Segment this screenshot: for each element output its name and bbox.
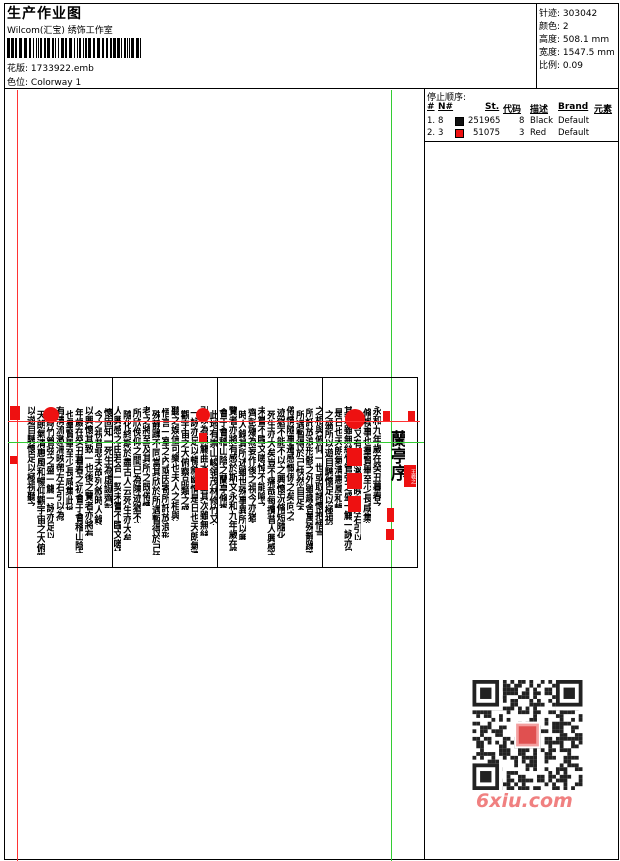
stop-sequence-title: 停止顺序: <box>427 93 467 103</box>
embroidery-design: 永和九年歲在癸丑暮春之初會于會稽山陰之蘭亭脩禊事也羣賢畢至少長咸集此地有崇山峻領… <box>8 377 418 568</box>
guide-line-green-vertical <box>391 90 392 861</box>
panel-divider <box>112 378 113 567</box>
company-name: Wilcom(汇宝) 绣饰工作室 <box>7 26 113 36</box>
calligraphy-column: 悟言一室之內或因寄所託放浪形骸之外雖趣舍萬 <box>159 408 170 538</box>
red-dot <box>345 409 365 429</box>
col-header-code: 代码 <box>503 105 522 115</box>
col-header-element: 元素 <box>594 105 613 115</box>
calligraphy-column: 時人錄其所述雖世殊事異所以興懷其致一也後之 <box>236 410 247 540</box>
red-seal <box>383 411 390 421</box>
col-header-needle: N# <box>438 102 454 112</box>
design-file-name: 1733922.emb <box>30 64 94 74</box>
site-logo: 6xiu.com <box>476 790 573 812</box>
calligraphy-column: 隨化終期於盡古人云死生亦大矣豈不痛哉每攬昔 <box>121 410 131 540</box>
calligraphy-column: 所遇暫得於己快然自足不知老之將至及其所之既 <box>294 410 304 510</box>
calligraphy-column: 聽之娛信可樂也夫人之相與俯仰一世或取諸懷抱 <box>169 406 179 521</box>
qr-code <box>472 680 584 790</box>
stat-width: 宽度: 1547.5 mm <box>539 48 615 58</box>
red-seal <box>10 456 17 464</box>
stats-divider <box>536 3 537 89</box>
red-seal <box>348 496 361 512</box>
calligraphy-column: 人興感之由若合一契未嘗不臨文嗟悼不能喻之於 <box>111 406 122 551</box>
calligraphy-column: 迹猶不能不以之興懷況脩短隨化終期於盡古人云 <box>275 408 285 538</box>
col-header-description: 描述 <box>530 105 549 115</box>
stat-stitches: 针迹: 303042 <box>539 9 598 19</box>
red-seal <box>387 508 394 522</box>
col-header-index: # <box>427 102 435 112</box>
col-header-brand: Brand <box>558 102 589 112</box>
red-seal <box>347 473 362 489</box>
sequence-row-1: 1. 8 251965 8 Black Default <box>427 116 590 126</box>
calligraphy-column: 觀宇宙之大俯察品類之盛所以遊目騁懷足以極視 <box>179 410 189 510</box>
sheet-title: 生产作业图 <box>7 6 82 22</box>
calligraphy-column: 天朗氣清惠風和暢仰觀宇宙之大俯察品類之盛所 <box>35 410 45 555</box>
calligraphy-column: 是日也天朗氣清惠風和暢仰觀宇宙之大俯察品類 <box>332 408 343 508</box>
calligraphy-column: 此地有崇山峻領茂林修竹又有清流激湍映帶左右 <box>207 410 218 525</box>
calligraphy-column: 今之視昔悲夫故列敘時人錄其所述雖世殊事異所 <box>92 410 103 525</box>
sequence-panel-divider <box>424 88 425 860</box>
calligraphy-column: 未嘗不臨文嗟悼不能喻之於懷固知一死生為虛誕 <box>255 406 266 506</box>
calligraphy-column: 殊靜躁不同當其欣於所遇暫得於己快然自足不知 <box>150 410 160 555</box>
calligraphy-column: 懷固知一死生為虛誕齊彭殤為妄作後之視今亦猶 <box>102 408 112 508</box>
calligraphy-column: 所託放浪形骸之外雖趣舍萬殊靜躁不同當其欣於 <box>303 408 314 553</box>
red-seal <box>347 448 362 466</box>
colorway-name: Colorway 1 <box>30 78 82 88</box>
stat-colors: 颜色: 2 <box>539 22 569 32</box>
design-title: 蘭亭序 <box>388 430 405 481</box>
guide-line-red-horizontal <box>8 421 420 422</box>
panel-divider <box>217 378 218 567</box>
stat-scale: 比例: 0.09 <box>539 61 583 71</box>
stat-height: 高度: 508.1 mm <box>539 35 610 45</box>
calligraphy-column: 一詠亦足以暢敘幽情是日也天朗氣清惠風和暢仰 <box>188 408 199 553</box>
calligraphy-column: 年歲在癸丑暮春之初會于會稽山陰之蘭亭脩禊事 <box>73 408 83 553</box>
color-swatch-red <box>455 129 464 138</box>
guide-line-green-horizontal <box>8 442 424 443</box>
calligraphy-column: 之盛所以遊目騁懷足以極視聽之娛信可樂也夫人 <box>323 410 333 525</box>
red-seal <box>199 433 207 443</box>
calligraphy-column: 死生亦大矣豈不痛哉每攬昔人興感之由若合一契 <box>265 410 275 555</box>
calligraphy-column: 覽者亦將有感於斯文永和九年歲在癸丑暮春之初 <box>227 406 237 551</box>
colorway-line: 色位: Colorway 1 <box>7 75 81 88</box>
barcode <box>7 38 141 58</box>
calligraphy-column: 脩禊事也羣賢畢至少長咸集此地有崇山峻領茂林 <box>361 408 371 523</box>
design-file-line: 花版: 1733922.emb <box>7 61 94 74</box>
red-seal <box>386 529 394 540</box>
red-seal <box>10 406 20 420</box>
panel-divider <box>322 378 323 567</box>
calligraphy-column: 其次雖無絲竹管弦之盛一觴一詠亦足以暢敘幽情 <box>342 406 352 551</box>
red-seal <box>195 468 208 490</box>
calligraphy-column: 以興懷其致一也後之覽者亦將有感於斯文永和九 <box>83 406 93 536</box>
sequence-table-bottom <box>424 141 619 142</box>
calligraphy-column: 也羣賢畢至少長咸集此地有崇山峻領茂林修竹又 <box>63 410 74 510</box>
calligraphy-column: 有清流激湍映帶左右引以為流觴曲水列坐其次雖 <box>54 406 64 521</box>
red-seal <box>408 411 415 421</box>
red-dot <box>43 407 59 423</box>
calligraphy-column: 倦情隨事遷感慨係之矣向之所欣俛仰之間已為陳 <box>284 406 295 521</box>
sequence-row-2: 2. 3 51075 3 Red Default <box>427 128 590 138</box>
header-divider <box>4 88 619 89</box>
calligraphy-column: 永和九年歲在癸丑暮春之初會于會稽山陰之蘭亭 <box>371 406 381 506</box>
guide-line-red-vertical <box>17 90 18 861</box>
sheet-frame <box>4 3 619 860</box>
red-dot <box>196 408 210 422</box>
calligraphy-column: 以遊目騁懷足以極視聽之娛信可樂也夫人之相與 <box>25 406 35 506</box>
colorway-label: 色位: <box>7 78 29 88</box>
color-swatch-black <box>455 117 464 126</box>
calligraphy-column: 無絲竹管弦之盛一觴一詠亦足以暢敘幽情是日也 <box>44 408 55 538</box>
calligraphy-column: 之相與俯仰一世或取諸懷抱悟言一室之內或因寄 <box>313 406 323 536</box>
calligraphy-column: 會于會稽山陰之蘭亭脩禊事也羣賢畢至少長咸集 <box>217 408 227 508</box>
design-file-label: 花版: <box>7 64 29 74</box>
col-header-stitches: St. <box>485 102 500 112</box>
calligraphy-column: 老之將至及其所之既倦情隨事遷感慨係之矣向之 <box>140 406 151 506</box>
calligraphy-column: 所欣俛仰之間已為陳迹猶不能不以之興懷況脩短 <box>131 408 141 523</box>
calligraphy-column: 齊彭殤為妄作後之視今亦猶今之視昔悲夫故列敘 <box>246 408 256 523</box>
signature-seal: 王羲之 <box>404 465 416 487</box>
